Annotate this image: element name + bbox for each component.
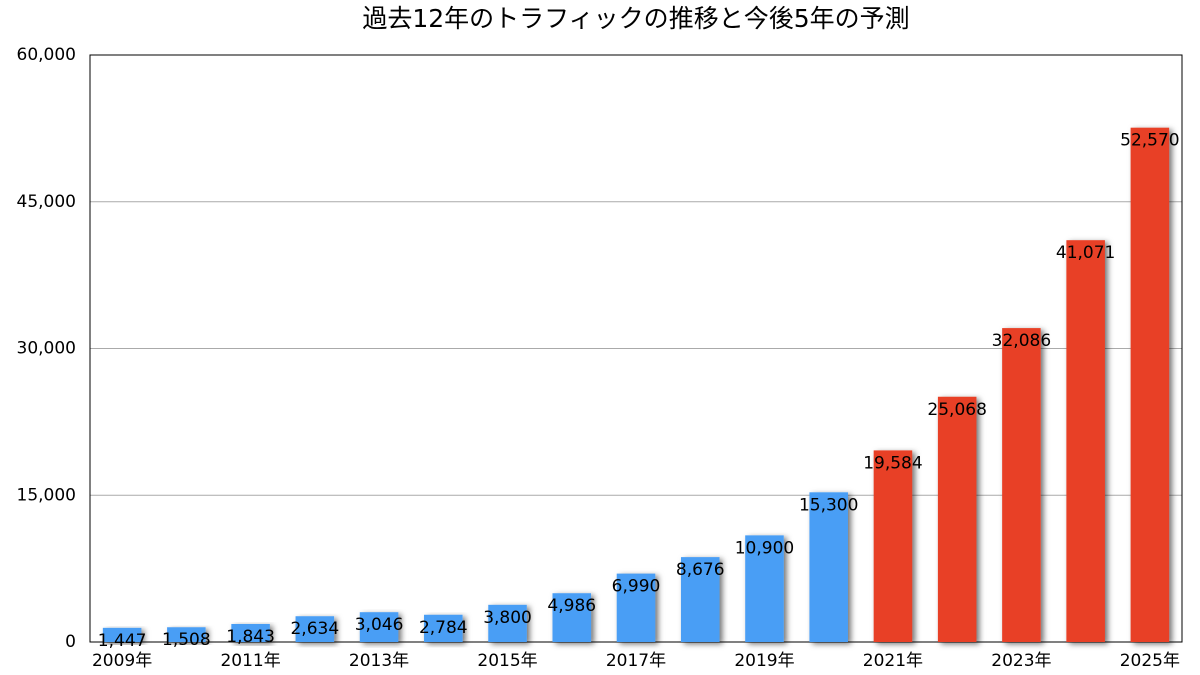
bar [873, 450, 913, 642]
bar [1130, 127, 1170, 642]
bar [424, 614, 463, 642]
value-label: 2,634 [290, 619, 339, 639]
value-label: 25,068 [927, 400, 986, 420]
y-tick-label: 45,000 [17, 192, 76, 212]
value-label: 41,071 [1056, 243, 1115, 263]
bar [552, 593, 592, 642]
value-label: 4,986 [547, 596, 596, 616]
bar [809, 492, 848, 642]
bar [616, 573, 656, 642]
x-tick-label: 2017年 [606, 651, 666, 671]
bar [937, 396, 977, 642]
value-label: 6,990 [612, 577, 661, 597]
x-tick-label: 2019年 [734, 651, 794, 671]
x-tick-label: 2011年 [220, 651, 280, 671]
bar [745, 535, 784, 642]
value-label: 3,800 [483, 608, 532, 628]
y-tick-label: 15,000 [17, 485, 76, 505]
y-tick-label: 30,000 [17, 339, 76, 359]
x-tick-label: 2013年 [349, 651, 409, 671]
x-tick-label: 2021年 [863, 651, 923, 671]
bar [167, 627, 206, 642]
value-label: 3,046 [355, 615, 404, 635]
value-label: 8,676 [676, 560, 725, 580]
bar [295, 616, 335, 642]
bar [359, 612, 399, 642]
value-label: 1,447 [98, 631, 147, 651]
value-label: 15,300 [799, 495, 858, 515]
value-label: 1,508 [162, 630, 211, 650]
y-tick-label: 60,000 [17, 45, 76, 65]
chart-title: 過去12年のトラフィックの推移と今後5年の予測 [362, 4, 909, 33]
value-label: 19,584 [863, 453, 922, 473]
x-tick-label: 2009年 [92, 651, 152, 671]
bar [102, 627, 142, 642]
bar [1066, 240, 1105, 642]
x-tick-label: 2025年 [1120, 651, 1180, 671]
bar [231, 623, 270, 642]
bar [680, 557, 720, 642]
value-label: 32,086 [992, 331, 1051, 351]
bar [488, 604, 527, 642]
bar [1002, 328, 1041, 642]
value-label: 10,900 [735, 538, 794, 558]
x-tick-label: 2015年 [477, 651, 537, 671]
y-tick-label: 0 [65, 632, 76, 652]
value-label: 1,843 [226, 627, 275, 647]
x-tick-label: 2023年 [991, 651, 1051, 671]
value-label: 52,570 [1120, 131, 1179, 151]
value-label: 2,784 [419, 618, 468, 638]
